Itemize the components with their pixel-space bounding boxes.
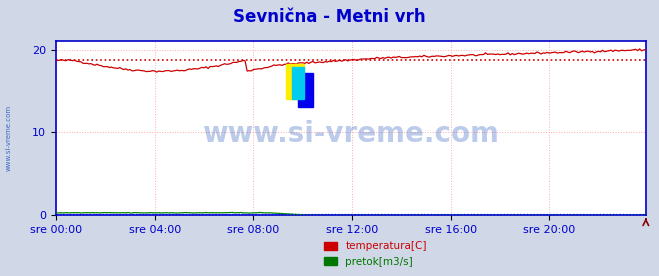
Text: www.si-vreme.com: www.si-vreme.com xyxy=(202,120,500,148)
FancyBboxPatch shape xyxy=(286,64,304,99)
FancyBboxPatch shape xyxy=(298,73,312,107)
Text: Sevnična - Metni vrh: Sevnična - Metni vrh xyxy=(233,8,426,26)
FancyBboxPatch shape xyxy=(292,67,304,99)
Legend: temperatura[C], pretok[m3/s]: temperatura[C], pretok[m3/s] xyxy=(320,237,431,271)
Text: www.si-vreme.com: www.si-vreme.com xyxy=(5,105,12,171)
